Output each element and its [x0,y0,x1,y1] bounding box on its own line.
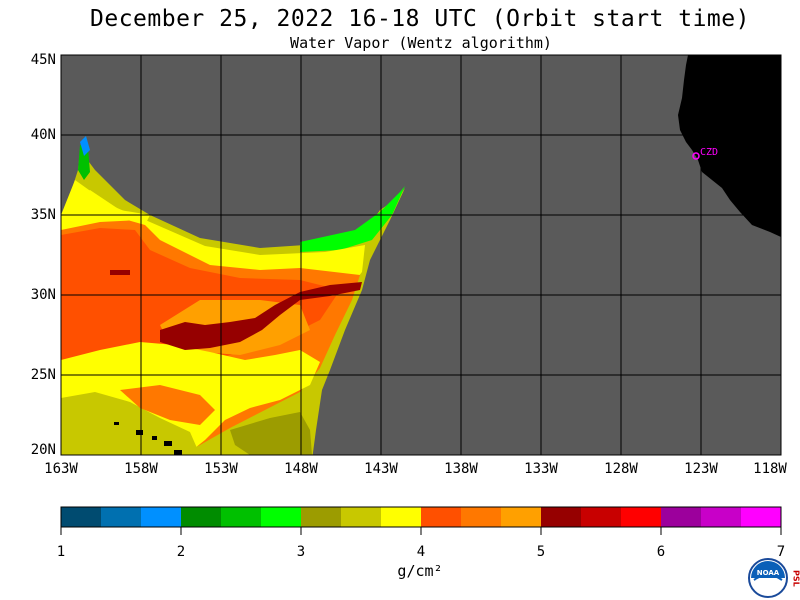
colorbar-segment [741,507,782,527]
colorbar-segment [101,507,142,527]
swath-band-orange2 [120,385,215,425]
colorbar-segment [61,507,102,527]
colorbar-label-5: 5 [536,544,546,560]
station-marker [692,152,700,160]
noaa-logo-text: NOAA [757,569,780,577]
colorbar-segment [581,507,622,527]
swath-top-blue [80,136,90,156]
lon-label-163w: 163W [44,461,78,477]
colorbar-label-1: 1 [56,544,66,560]
psl-logo-text: PSL [792,570,800,587]
map-title: December 25, 2022 16-18 UTC (Orbit start… [90,6,750,32]
map-area [61,55,781,455]
moisture-core-2 [110,270,130,275]
map-subtitle: Water Vapor (Wentz algorithm) [290,34,552,52]
colorbar-segment [461,507,502,527]
lon-label-143w: 143W [364,461,398,477]
swath-band-yellow-top [84,190,150,225]
lat-label-30n: 30N [30,287,56,303]
lon-label-133w: 133W [524,461,558,477]
lat-label-35n: 35N [30,207,56,223]
lat-label-25n: 25N [30,367,56,383]
colorbar-segment [701,507,742,527]
moisture-core [160,282,362,350]
colorbar-label-4: 4 [416,544,426,560]
lon-label-158w: 158W [124,461,158,477]
swath-band-olive [61,392,200,455]
colorbar-segment [301,507,342,527]
colorbar-segment [181,507,222,527]
hawaii-islands [114,422,182,455]
swath-band-green [300,186,405,252]
colorbar-segment [541,507,582,527]
colorbar [61,507,782,527]
colorbar-segment [421,507,462,527]
lon-label-118w: 118W [753,461,787,477]
colorbar-segment [221,507,262,527]
graticule [61,55,781,455]
colorbar-unit: g/cm² [397,562,443,580]
colorbar-label-2: 2 [176,544,186,560]
colorbar-label-3: 3 [296,544,306,560]
lon-label-123w: 123W [684,461,718,477]
lon-label-138w: 138W [444,461,478,477]
map-border [60,54,782,456]
station-label: CZD [700,147,718,158]
land-mass [678,55,781,237]
colorbar-label-7: 7 [776,544,786,560]
colorbar-label-6: 6 [656,544,666,560]
colorbar-segment [341,507,382,527]
lon-label-128w: 128W [604,461,638,477]
swath-band-darkolive [230,412,312,455]
lat-label-45n: 45N [30,52,56,68]
colorbar-ticks [60,527,782,535]
colorbar-segment [661,507,702,527]
colorbar-segment [381,507,422,527]
lat-label-40n: 40N [30,127,56,143]
colorbar-segment [141,507,182,527]
colorbar-segment [501,507,542,527]
lon-label-148w: 148W [284,461,318,477]
noaa-logo: NOAA [748,558,788,598]
lon-label-153w: 153W [204,461,238,477]
swath-band-green2 [78,145,90,180]
colorbar-segment [261,507,302,527]
lat-label-20n: 20N [30,442,56,458]
colorbar-segment [621,507,662,527]
water-vapor-swath [61,136,405,455]
